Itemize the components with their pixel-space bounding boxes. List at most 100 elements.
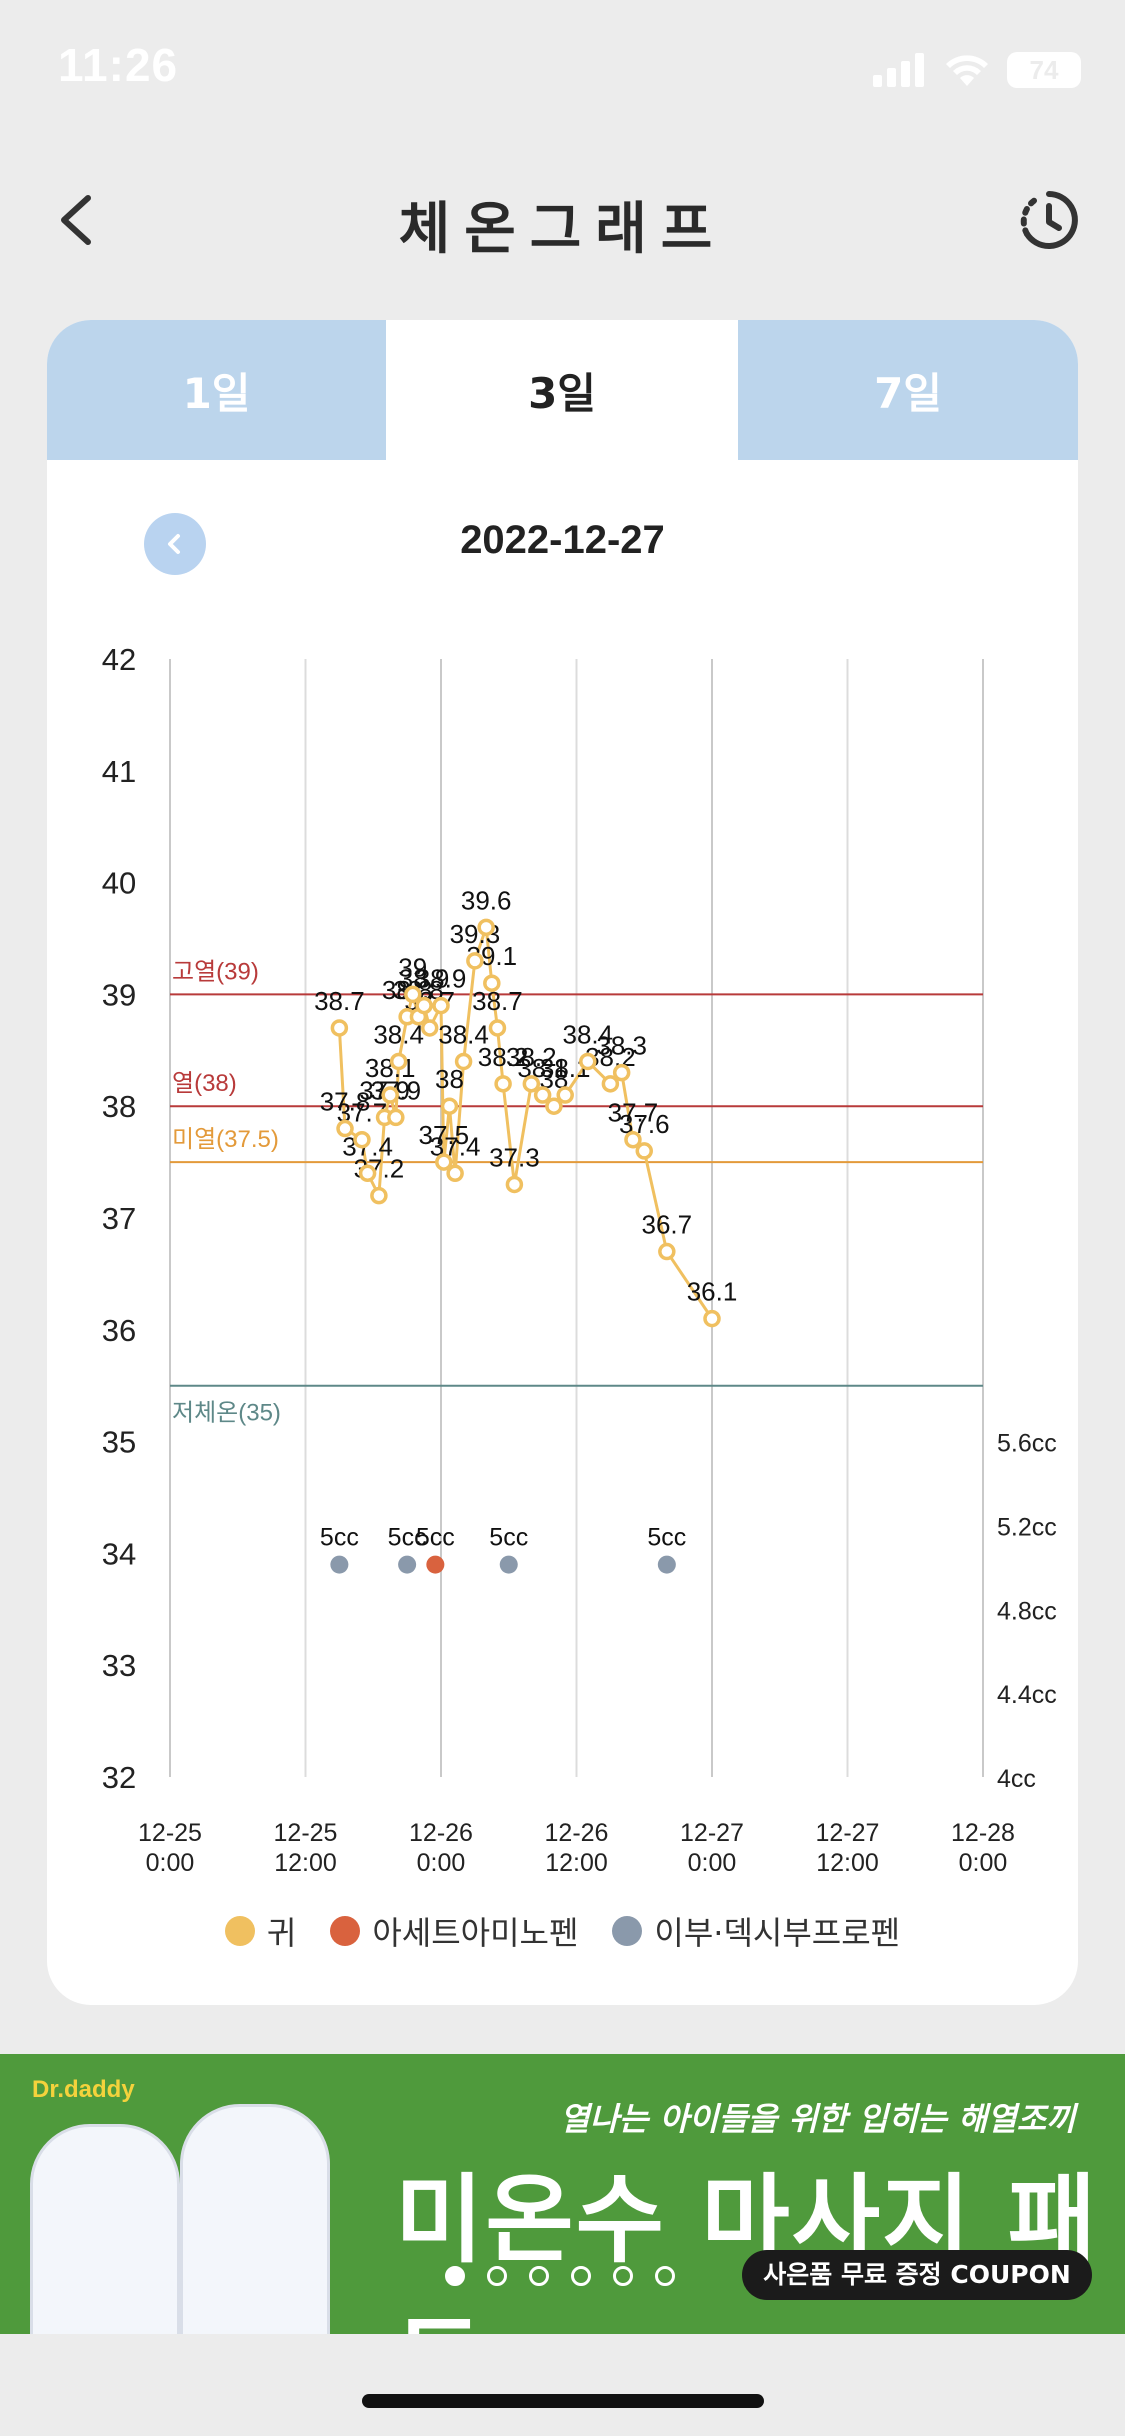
status-bar: 11:26 74 [0,0,1125,135]
header: 체온그래프 [0,170,1125,270]
signal-icon [873,53,924,87]
data-label: 38.1 [365,1053,416,1083]
y-tick-label: 34 [102,1536,136,1571]
legend-item-ibuprofen: 이부·덱시부프로펜 [612,1908,900,1954]
data-point-ear [353,1130,371,1149]
dose-point-ibuprofen [499,1555,518,1574]
data-point-ear [601,1075,620,1093]
carousel-dot[interactable] [487,2266,507,2286]
x-tick-label: 12-26 [545,1819,609,1847]
dose-point-ibuprofen [330,1555,349,1574]
data-point-ear [658,1242,676,1261]
legend-dot-acetaminophen [330,1916,361,1946]
data-label: 38.3 [596,1031,647,1061]
dose-label: 5cc [416,1524,455,1552]
data-point-ear [466,952,484,970]
y-tick-label: 35 [102,1425,136,1460]
data-point-ear [556,1086,574,1104]
data-point-ear [505,1175,524,1194]
data-label: 38.4 [562,1019,613,1049]
data-label: 38.7 [472,986,523,1016]
reference-line-label: 고열(39) [172,958,259,985]
carousel-dot[interactable] [529,2266,549,2286]
tab-1-day[interactable]: 1일 [47,320,386,460]
coupon-button[interactable]: 사은품 무료 증정 COUPON [742,2250,1092,2300]
y-tick-label: 41 [102,754,136,789]
dose-tick-label: 4.8cc [997,1597,1057,1625]
banner-title: 미온수 마사지 패드 [395,2164,1099,2334]
data-point-ear [454,1052,473,1071]
vest-image-left [30,2124,180,2334]
dose-point-acetaminophen [426,1555,445,1574]
carousel-dots [445,2266,675,2286]
data-point-ear [435,1153,453,1171]
period-tabs: 1일 3일 7일 [47,320,1078,460]
date-label: 2022-12-27 [460,518,665,562]
data-label: 37.8 [320,1087,371,1117]
x-tick-label: 12-25 [138,1819,202,1847]
data-point-ear [703,1309,721,1328]
y-tick-label: 33 [102,1648,136,1683]
data-point-ear [522,1075,541,1093]
status-time: 11:26 [58,39,179,91]
history-button[interactable] [1017,188,1081,252]
home-indicator [362,2394,764,2408]
data-point-ear [415,996,433,1015]
x-tick-label: 12:00 [274,1849,337,1877]
tab-3-day[interactable]: 3일 [386,320,738,460]
status-icons: 74 [873,48,1081,92]
data-label: 36.1 [687,1277,738,1307]
data-label: 38.7 [314,986,365,1016]
legend-dot-ear [224,1916,255,1946]
data-point-ear [612,1063,631,1082]
legend-dot-ibuprofen [612,1916,643,1946]
chevron-left-icon [61,195,91,245]
dose-tick-label: 4.4cc [997,1681,1057,1709]
x-tick-label: 0:00 [959,1849,1008,1877]
wifi-icon [946,55,988,86]
data-point-ear [358,1164,377,1183]
dose-label: 5cc [647,1524,686,1552]
data-point-ear [389,1052,408,1071]
carousel-dot[interactable] [571,2266,591,2286]
x-tick-label: 12-28 [951,1819,1015,1847]
carousel-dot[interactable] [613,2266,633,2286]
data-point-ear [635,1142,653,1160]
data-point-ear [330,1019,349,1037]
data-label: 38 [435,1064,464,1094]
y-tick-label: 38 [102,1089,136,1124]
carousel-dot[interactable] [655,2266,675,2286]
y-tick-label: 37 [102,1201,136,1236]
banner-tagline: 열나는 아이들을 위한 입히는 해열조끼 [560,2100,1076,2138]
tab-7-day[interactable]: 7일 [738,320,1078,460]
back-button[interactable] [50,190,110,250]
dose-label: 5cc [320,1524,359,1552]
dose-tick-label: 5.6cc [997,1430,1057,1458]
data-label: 39.6 [461,885,512,915]
ad-banner[interactable]: Dr.daddy 열나는 아이들을 위한 입히는 해열조끼 미온수 마사지 패드… [0,2054,1125,2334]
temperature-chart: 12-250:0012-2512:0012-260:0012-2612:0012… [102,642,1057,1877]
reference-line-label: 열(38) [172,1070,237,1097]
x-tick-label: 12-26 [409,1819,473,1847]
data-label: 37.3 [489,1142,540,1172]
data-point-ear [370,1186,388,1205]
vest-image-right [180,2104,330,2334]
prev-date-button[interactable] [144,513,206,575]
data-label: 38.4 [438,1019,489,1049]
legend-item-ear: 귀 [224,1908,296,1954]
reference-line-label: 저체온(35) [172,1400,281,1427]
dose-tick-label: 4cc [997,1765,1036,1793]
legend-label-acetaminophen: 아세트아미노펜 [372,1914,579,1952]
y-tick-label: 36 [102,1313,136,1348]
data-label: 39 [398,952,427,982]
data-point-ear [420,1019,439,1037]
data-point-ear [488,1019,507,1037]
data-label: 37.7 [608,1098,659,1128]
data-point-ear [624,1130,642,1149]
data-point-ear [579,1052,597,1071]
x-tick-label: 0:00 [146,1849,195,1877]
carousel-dot[interactable] [445,2266,465,2286]
dose-tick-label: 5.2cc [997,1513,1057,1541]
data-point-ear [533,1086,552,1104]
y-tick-label: 32 [102,1760,136,1795]
